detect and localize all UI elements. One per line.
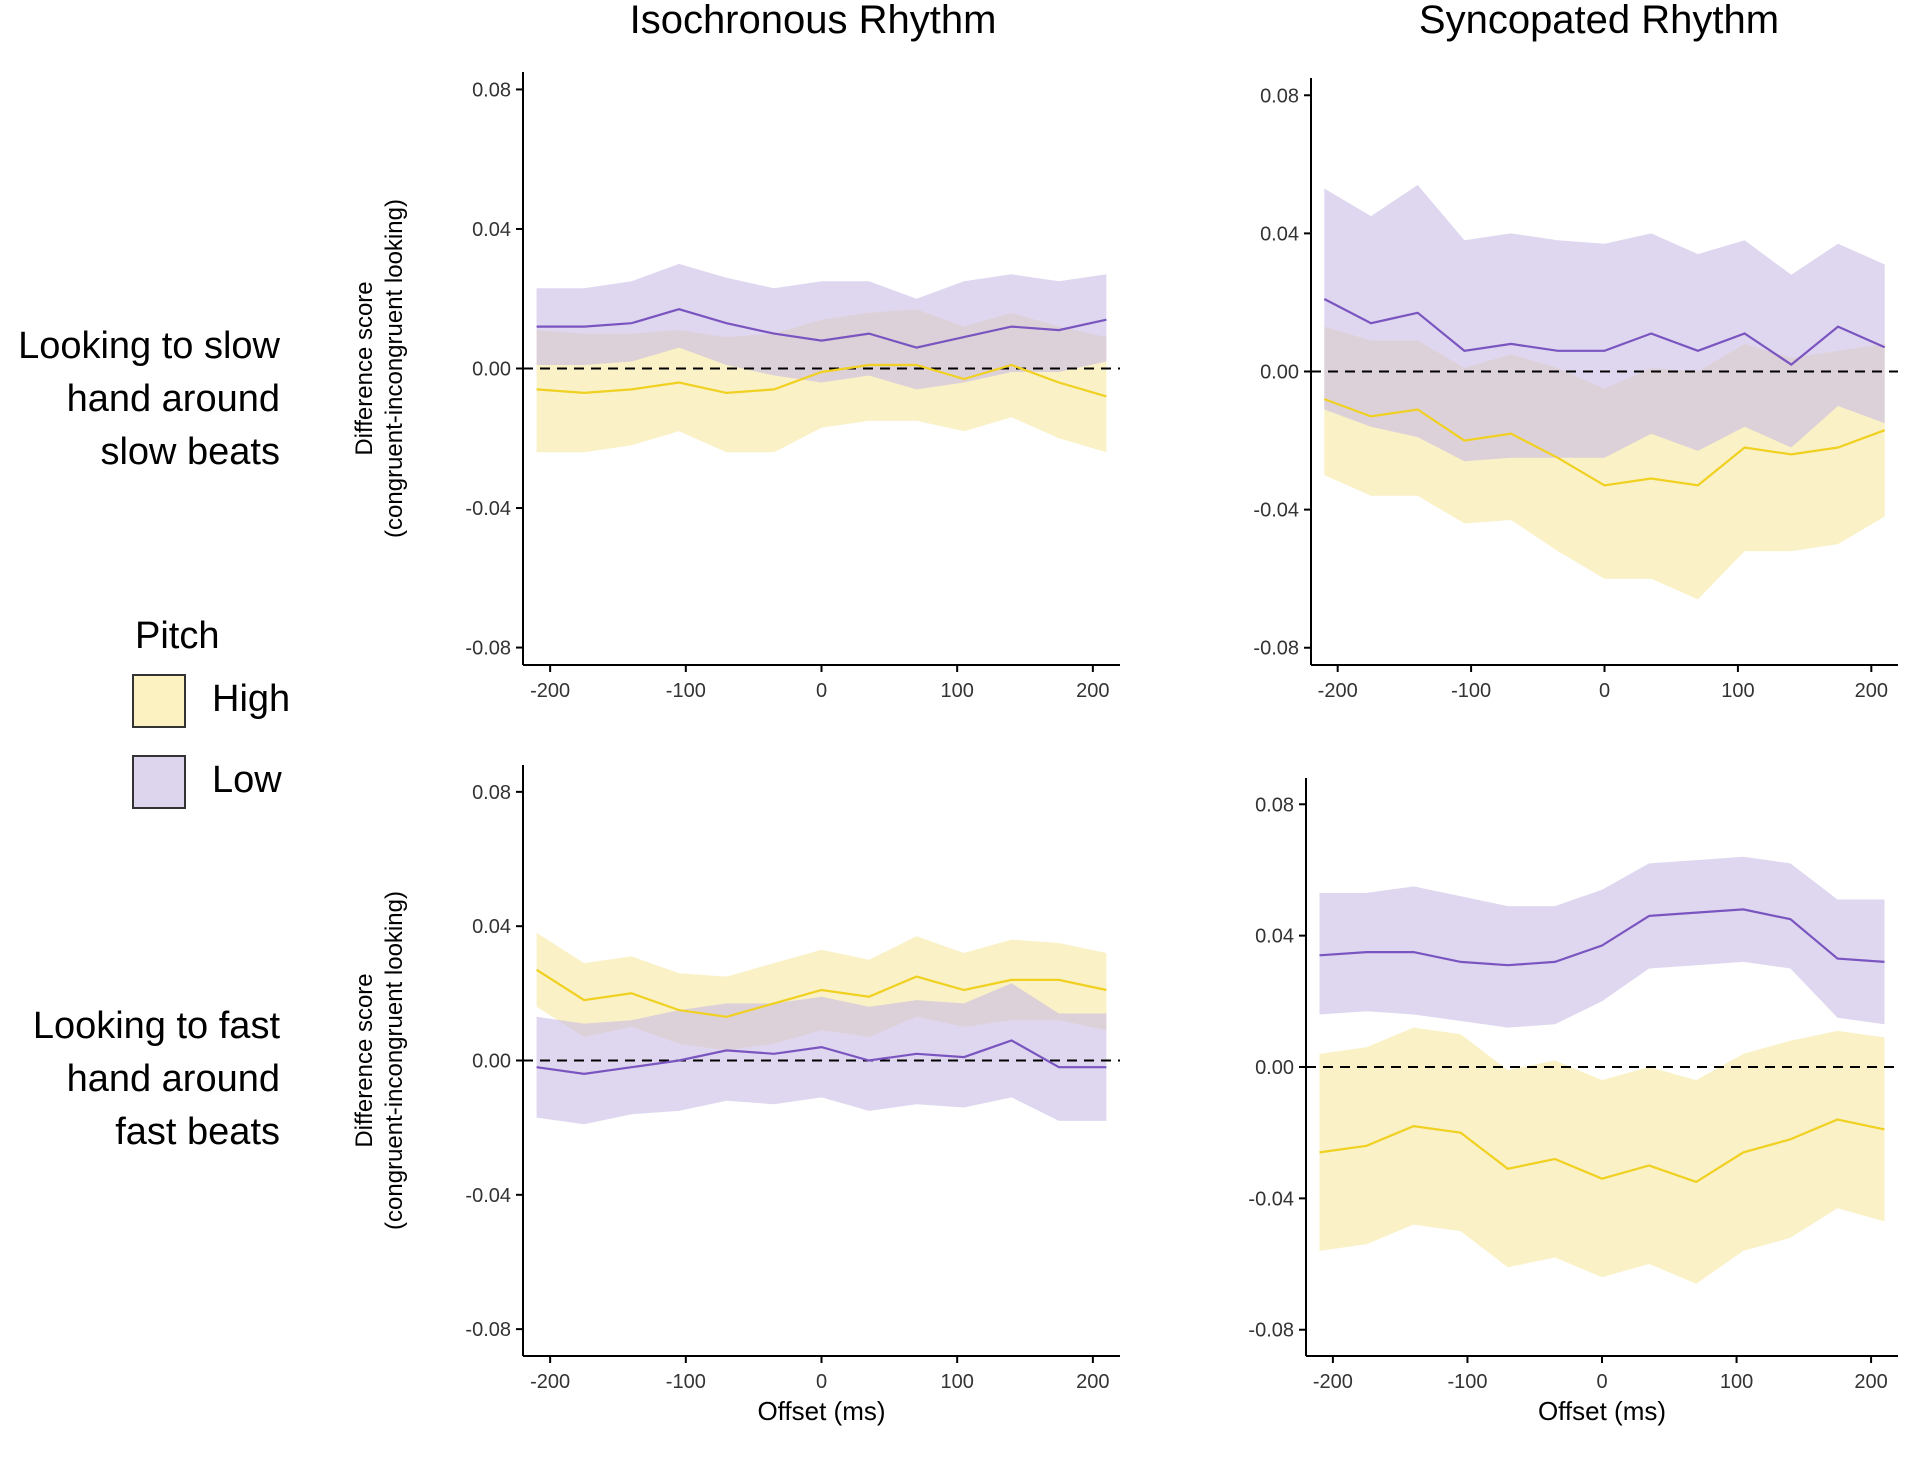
panel-3-y-label-secondary: (congruent-incongruent looking) [381,891,408,1230]
panel-4-y-tick-label: -0.04 [1248,1188,1294,1210]
panel-1-x-tick-label: -100 [666,680,706,702]
panel-4-x-tick-label: -100 [1447,1371,1487,1393]
panel-4-y-tick-label: 0.04 [1255,926,1294,948]
legend-label-low: Low [212,759,282,801]
panel-1-y-tick-label: 0.08 [472,79,511,101]
panel-3-x-tick-label: -200 [530,1371,570,1393]
panel-3-x-tick-label: -100 [666,1371,706,1393]
panel-3-ribbon-low [536,983,1107,1125]
panel-2-x-tick-label: -200 [1318,680,1358,702]
panel-2-x-tick-label: 0 [1599,680,1610,702]
panel-1-y-tick-label: -0.04 [465,498,511,520]
panel-1-line-high [536,363,1107,398]
panel-4-line-high [1319,1118,1885,1184]
panel-2-line-low [1323,298,1886,366]
panel-2-x-tick-label: -100 [1451,680,1491,702]
legend-title: Pitch [135,615,220,657]
panel-4-x-tick-label: 200 [1854,1371,1887,1393]
row-label-fast-line-2: hand around [66,1058,280,1100]
row-label-slow: Looking to slow hand around slow beats [0,320,280,479]
panel-4-ribbon-low [1319,856,1885,1028]
panel-1-y-tick-label: 0.04 [472,219,511,241]
panel-1-y-label-secondary: (congruent-incongruent looking) [381,199,408,538]
legend-key-high [132,674,186,728]
panel-2-line-high [1323,398,1886,487]
panel-1-ribbon-low [536,263,1107,390]
row-label-slow-line-1: Looking to slow [18,325,280,367]
panel-4-x-label: Offset (ms) [1538,1396,1666,1426]
panel-2-y-tick-label: -0.04 [1253,500,1299,522]
row-label-slow-line-2: hand around [66,378,280,420]
panel-4-x-tick-label: 100 [1720,1371,1753,1393]
panel-2-ribbon-low [1324,185,1885,462]
panel-1-x-tick-label: 100 [940,680,973,702]
panel-3-y-label: Difference score [351,973,378,1147]
row-label-fast-line-3: fast beats [115,1111,280,1153]
panel-4-y-tick-label: 0.08 [1255,794,1294,816]
panel-1-x-tick-label: 0 [816,680,827,702]
panel-1-x-tick-label: 200 [1076,680,1109,702]
panel-4-x-tick-label: -200 [1313,1371,1353,1393]
legend-label-high: High [212,678,291,720]
panel-4-y-tick-label: 0.00 [1255,1057,1294,1079]
panel-3-line-high [536,968,1107,1018]
legend: Pitch [135,615,219,658]
panel-1-x-tick-label: -200 [530,680,570,702]
row-label-slow-line-3: slow beats [100,431,280,473]
panel-2-y-tick-label: 0.04 [1260,223,1299,245]
panel-3-y-tick-label: -0.08 [465,1319,511,1341]
column-title-isochronous: Isochronous Rhythm [629,0,997,42]
column-title-syncopated: Syncopated Rhythm [1418,0,1780,42]
panel-3-y-tick-label: 0.00 [472,1051,511,1073]
panel-2-x-tick-label: 100 [1721,680,1754,702]
row-label-fast: Looking to fast hand around fast beats [0,1000,280,1159]
panel-4-line-low [1319,908,1885,967]
panel-1-y-tick-label: 0.00 [472,359,511,381]
panel-1-y-tick-label: -0.08 [465,638,511,660]
legend-key-low [132,755,186,809]
panel-4-y-tick-label: -0.08 [1248,1320,1294,1342]
panel-4-x-tick-label: 0 [1596,1371,1607,1393]
panel-2-x-tick-label: 200 [1855,680,1888,702]
panel-3-line-low [536,1039,1107,1076]
panel-3-y-tick-label: -0.04 [465,1185,511,1207]
panel-4-ribbon-high [1319,1027,1885,1284]
panel-2-y-tick-label: 0.08 [1260,85,1299,107]
panel-1-line-low [536,308,1107,349]
panel-2-y-tick-label: -0.08 [1253,638,1299,660]
row-label-fast-line-1: Looking to fast [32,1005,280,1047]
panel-1-y-label: Difference score [351,281,378,455]
panel-3-y-tick-label: 0.04 [472,916,511,938]
panel-3-x-tick-label: 0 [816,1371,827,1393]
panel-3-y-tick-label: 0.08 [472,782,511,804]
panel-3-x-tick-label: 100 [940,1371,973,1393]
panel-2-y-tick-label: 0.00 [1260,362,1299,384]
panel-3-x-label: Offset (ms) [757,1396,885,1426]
panel-3-x-tick-label: 200 [1076,1371,1109,1393]
